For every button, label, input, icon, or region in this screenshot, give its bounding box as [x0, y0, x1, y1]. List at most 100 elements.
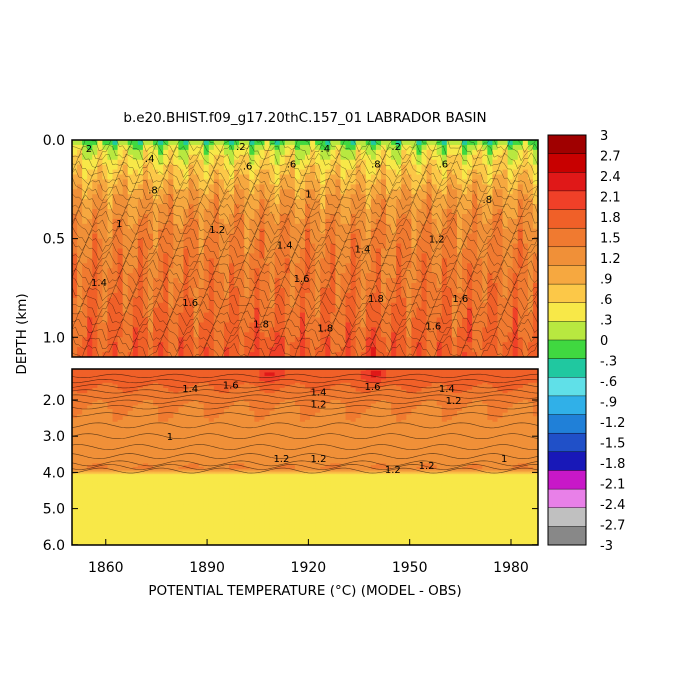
heat-cell: [517, 379, 524, 382]
heat-cell: [229, 327, 235, 333]
heat-cell: [127, 283, 134, 289]
heat-cell: [436, 312, 443, 319]
heat-cell: [355, 317, 362, 324]
heat-cell: [477, 204, 483, 210]
heat-cell: [330, 218, 336, 225]
heat-cell: [213, 253, 220, 259]
heat-cell: [502, 184, 509, 190]
heat-cell: [507, 375, 514, 379]
heat-cell: [107, 382, 114, 386]
heat-cell: [335, 189, 342, 195]
heat-cell: [472, 379, 478, 382]
heat-cell: [284, 347, 291, 353]
heat-cell: [269, 352, 276, 357]
heat-cell: [421, 258, 428, 264]
heat-cell: [482, 327, 488, 333]
heat-cell: [163, 194, 169, 200]
heat-cell: [325, 342, 331, 348]
heat-cell: [305, 169, 311, 176]
heat-cell: [532, 307, 538, 314]
heat-cell: [472, 258, 478, 264]
heat-cell: [456, 253, 463, 259]
heat-cell: [507, 218, 514, 225]
heat-cell: [203, 347, 210, 353]
heat-cell: [223, 159, 230, 166]
heat-cell: [315, 379, 321, 382]
heat-cell: [279, 375, 286, 379]
heat-cell: [259, 374, 266, 377]
heat-cell: [350, 342, 357, 348]
heat-cell: [502, 149, 509, 156]
heat-cell: [426, 149, 433, 156]
heat-cell: [122, 312, 129, 319]
heat-cell: [72, 194, 78, 200]
heat-cell: [102, 140, 109, 146]
heat-cell: [451, 273, 458, 279]
heat-cell: [178, 218, 185, 225]
heat-cell: [360, 347, 367, 353]
heat-cell: [370, 223, 377, 230]
heat-cell: [163, 258, 169, 264]
heat-cell: [487, 372, 494, 375]
heat-cell: [492, 263, 499, 269]
heat-cell: [132, 149, 139, 156]
heat-cell: [264, 375, 271, 379]
heat-cell: [264, 209, 271, 215]
heat-cell: [492, 169, 499, 176]
heat-cell: [193, 369, 200, 372]
heat-cell: [132, 238, 139, 245]
heat-cell: [375, 369, 382, 372]
heat-cell: [325, 379, 331, 382]
heat-cell: [487, 382, 494, 386]
heat-cell: [431, 174, 438, 181]
heat-cell: [492, 144, 499, 151]
heat-cell: [229, 268, 235, 274]
heat-cell: [112, 322, 119, 329]
heat-cell: [127, 159, 134, 166]
heat-cell: [289, 312, 296, 319]
heat-cell: [492, 347, 499, 353]
heat-cell: [239, 149, 245, 156]
heat-cell: [391, 179, 397, 185]
heat-cell: [380, 370, 387, 374]
heat-cell: [249, 352, 255, 357]
heat-cell: [112, 144, 119, 151]
heat-cell: [284, 228, 291, 235]
heat-cell: [77, 312, 83, 319]
heat-cell: [137, 287, 144, 294]
heat-cell: [310, 243, 316, 250]
heat-cell: [72, 144, 78, 151]
heat-cell: [345, 223, 352, 230]
heat-cell: [477, 149, 483, 156]
heat-cell: [107, 243, 114, 250]
heat-cell: [401, 268, 407, 274]
heat-cell: [436, 297, 443, 304]
heat-cell: [446, 238, 453, 245]
heat-cell: [274, 283, 281, 289]
heat-cell: [446, 327, 453, 333]
heat-cell: [502, 154, 509, 161]
heat-cell: [72, 347, 78, 353]
heat-cell: [456, 194, 463, 200]
heat-cell: [517, 189, 524, 195]
heat-cell: [446, 369, 453, 372]
heat-cell: [163, 253, 169, 259]
heat-cell: [370, 154, 377, 161]
heat-cell: [294, 263, 301, 269]
heat-cell: [223, 144, 230, 151]
heat-cell: [507, 204, 514, 210]
heat-cell: [487, 370, 494, 374]
heat-cell: [446, 375, 453, 379]
heat-cell: [107, 312, 114, 319]
heat-cell: [153, 174, 159, 181]
heat-cell: [411, 317, 418, 324]
heat-cell: [401, 273, 407, 279]
heat-cell: [244, 384, 250, 387]
heat-cell: [315, 268, 321, 274]
heat-cell: [340, 144, 347, 151]
heat-cell: [163, 283, 169, 289]
heat-cell: [350, 243, 357, 250]
heat-cell: [97, 189, 103, 195]
heat-cell: [132, 164, 139, 171]
heat-cell: [350, 375, 357, 379]
